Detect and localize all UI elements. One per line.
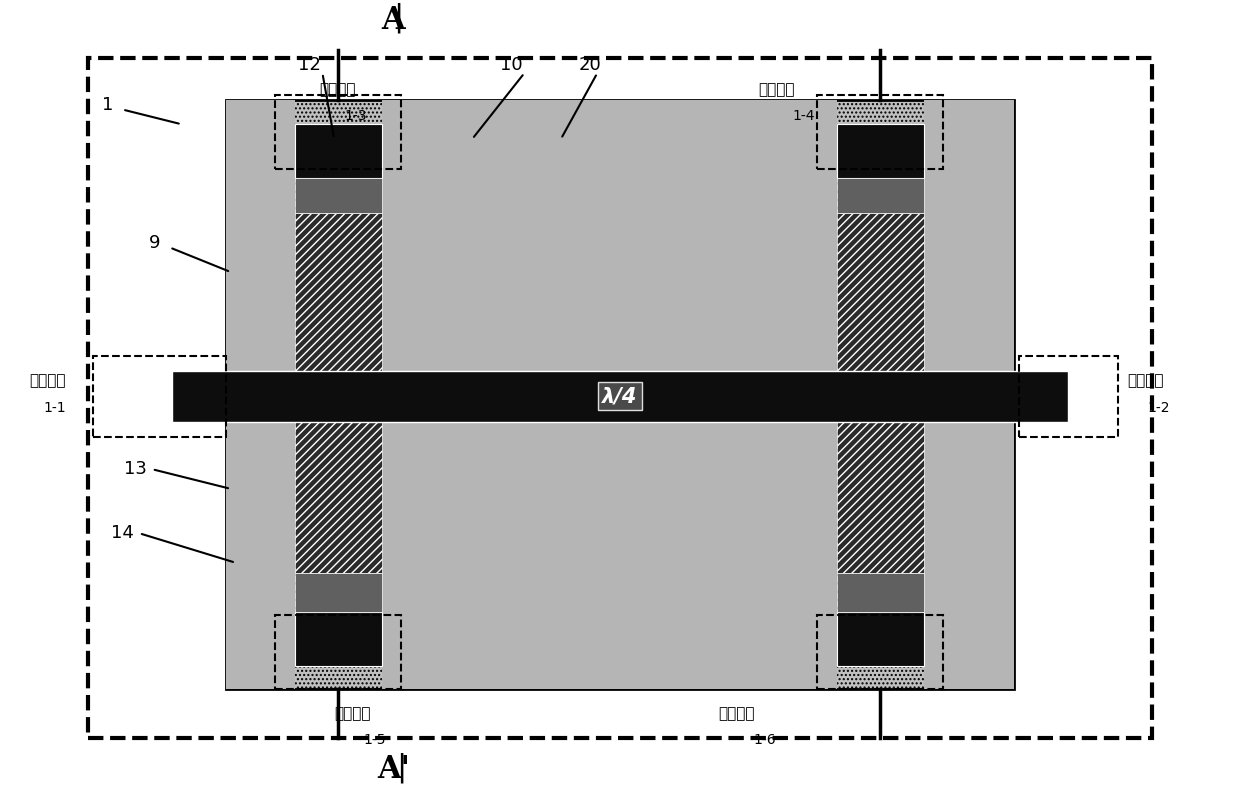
Bar xyxy=(226,99,295,370)
Bar xyxy=(226,422,295,689)
Text: 9: 9 xyxy=(149,233,161,251)
Bar xyxy=(171,370,1069,422)
Bar xyxy=(295,178,382,213)
Bar xyxy=(295,213,382,370)
Bar xyxy=(924,99,1014,370)
Text: 1-5: 1-5 xyxy=(363,733,387,747)
Bar xyxy=(924,422,1014,689)
Bar xyxy=(837,213,924,370)
Text: 1-6: 1-6 xyxy=(753,733,776,747)
Text: 1: 1 xyxy=(102,95,113,113)
Text: |: | xyxy=(396,753,407,783)
Text: 14: 14 xyxy=(110,524,134,542)
Bar xyxy=(295,612,382,666)
Bar xyxy=(295,422,382,573)
Text: 第五端口: 第五端口 xyxy=(335,706,371,721)
Bar xyxy=(817,95,944,169)
Text: 20: 20 xyxy=(579,56,601,74)
Bar xyxy=(88,58,1152,738)
Text: 第三端口: 第三端口 xyxy=(320,82,356,97)
Text: 12: 12 xyxy=(298,56,321,74)
Text: 1-1: 1-1 xyxy=(43,401,66,415)
Bar xyxy=(295,125,382,178)
Text: 1-4: 1-4 xyxy=(792,110,815,124)
Bar xyxy=(1019,356,1117,437)
Bar xyxy=(382,422,837,689)
Bar xyxy=(295,573,382,612)
Text: |: | xyxy=(393,2,403,33)
Bar xyxy=(275,95,402,169)
Bar xyxy=(93,356,226,437)
Bar xyxy=(837,573,924,612)
Bar xyxy=(275,615,402,689)
Text: 1-3: 1-3 xyxy=(343,110,367,124)
Bar xyxy=(837,125,924,178)
Text: 第二端口: 第二端口 xyxy=(1127,373,1164,388)
Bar xyxy=(382,99,837,370)
Text: 第一端口: 第一端口 xyxy=(29,373,66,388)
Bar xyxy=(837,178,924,213)
Text: 13: 13 xyxy=(124,460,146,478)
Text: 1-2: 1-2 xyxy=(1147,401,1169,415)
Bar xyxy=(226,99,1014,689)
Text: A': A' xyxy=(377,754,409,785)
Text: A: A xyxy=(382,6,405,36)
Bar xyxy=(837,612,924,666)
Bar xyxy=(837,422,924,573)
Text: 第六端口: 第六端口 xyxy=(718,706,755,721)
Text: 第四端口: 第四端口 xyxy=(758,82,795,97)
Bar xyxy=(817,615,944,689)
Text: 10: 10 xyxy=(500,56,523,74)
Text: λ/4: λ/4 xyxy=(603,386,637,407)
